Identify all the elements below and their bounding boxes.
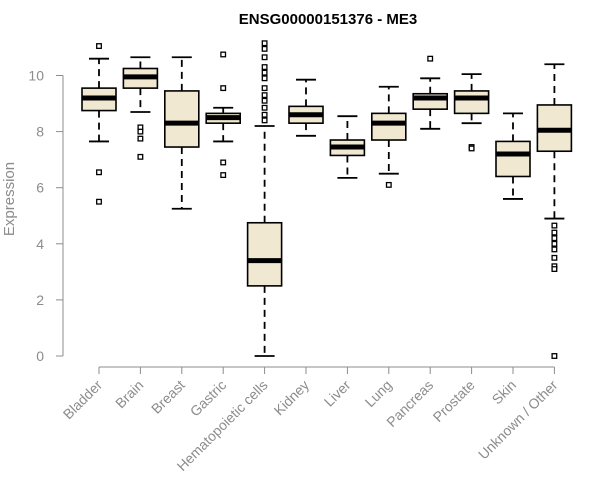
outlier-point xyxy=(261,117,268,124)
iqr-box xyxy=(246,221,283,287)
iqr-box xyxy=(495,140,531,178)
outlier-point xyxy=(261,75,268,82)
y-tick-label: 4 xyxy=(36,236,44,252)
x-tick-label: Prostate xyxy=(430,377,478,425)
x-tick-label: Kidney xyxy=(271,377,313,419)
y-axis-label: Expression xyxy=(1,162,18,236)
y-tick-label: 8 xyxy=(36,124,44,140)
outlier-point xyxy=(551,246,558,253)
x-tick-label: Liver xyxy=(321,377,354,410)
y-tick-label: 6 xyxy=(36,180,44,196)
chart-title: ENSG00000151376 - ME3 xyxy=(239,11,417,28)
outlier-point xyxy=(261,111,268,118)
outlier-point xyxy=(427,55,434,62)
outlier-point xyxy=(96,43,102,49)
y-tick-label: 0 xyxy=(36,348,44,364)
outlier-point xyxy=(551,266,558,272)
outlier-point xyxy=(551,240,558,247)
box-lung xyxy=(370,85,407,188)
x-tick-label: Breast xyxy=(148,377,188,417)
box-gastric xyxy=(205,51,241,179)
x-tick-label: Bladder xyxy=(60,377,106,423)
x-tick-label: Unknown / Other xyxy=(475,377,561,463)
outlier-point xyxy=(551,254,558,261)
box-breast xyxy=(164,56,200,210)
y-tick-label: 2 xyxy=(36,292,44,308)
box-bladder xyxy=(81,43,117,205)
outlier-point xyxy=(261,40,268,47)
outlier-point xyxy=(551,229,558,236)
box-prostate xyxy=(453,73,490,152)
outlier-point xyxy=(468,145,475,152)
outlier-point xyxy=(261,45,268,52)
iqr-box xyxy=(453,90,490,115)
outlier-point xyxy=(261,97,268,104)
box-series xyxy=(81,40,573,359)
iqr-box xyxy=(370,112,407,141)
box-liver xyxy=(329,115,366,179)
outlier-point xyxy=(385,181,392,188)
outlier-point xyxy=(137,153,144,160)
box-skin xyxy=(495,112,531,200)
outlier-point xyxy=(137,128,144,135)
outlier-point xyxy=(96,169,102,176)
x-tick-label: Lung xyxy=(362,377,395,410)
box-brain xyxy=(122,56,159,160)
outlier-point xyxy=(261,64,268,71)
outlier-point xyxy=(96,198,102,205)
x-tick-label: Brain xyxy=(112,377,146,411)
box-kidney xyxy=(288,78,324,137)
box-unknown-other xyxy=(536,63,573,359)
outlier-point xyxy=(137,135,144,142)
outlier-point xyxy=(261,85,268,92)
outlier-point xyxy=(261,92,268,99)
iqr-box xyxy=(164,90,200,148)
outlier-point xyxy=(551,353,558,359)
outlier-point xyxy=(261,104,268,111)
outlier-point xyxy=(220,51,227,58)
box-hematopoietic-cells xyxy=(246,40,283,357)
outlier-point xyxy=(551,235,558,242)
outlier-point xyxy=(261,54,268,61)
outlier-point xyxy=(220,85,227,92)
outlier-point xyxy=(220,172,227,179)
x-tick-label: Skin xyxy=(489,377,520,408)
box-pancreas xyxy=(412,55,449,130)
outlier-point xyxy=(261,69,268,76)
y-tick-label: 10 xyxy=(28,68,44,84)
outlier-point xyxy=(220,159,227,166)
y-axis: 0 2 4 6 8 10 xyxy=(28,68,64,364)
outlier-point xyxy=(551,222,558,229)
